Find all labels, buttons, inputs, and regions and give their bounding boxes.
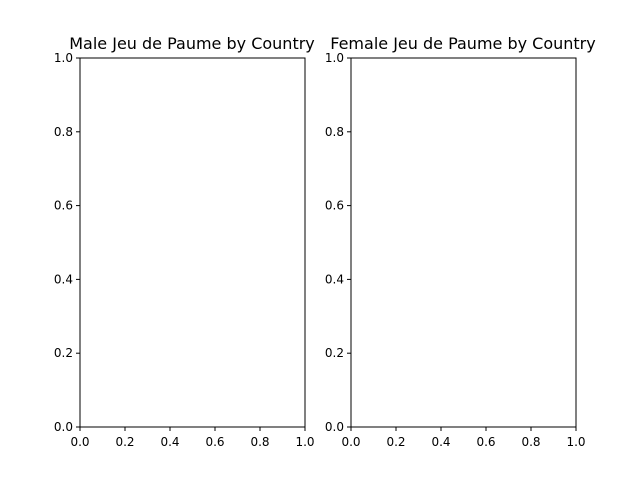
male-chart-x-tick-label: 0.4 [160,435,179,449]
female-chart-y-tick-label: 0.0 [325,420,344,434]
male-chart-x-tick-label: 0.6 [205,435,224,449]
male-chart-x-tick-label: 0.2 [115,435,134,449]
female-chart-x-tick-label: 0.4 [431,435,450,449]
male-chart-y-tick-label: 1.0 [54,51,73,65]
male-chart-y-tick-label: 0.4 [54,272,73,286]
female-chart-plot-area [350,57,577,428]
female-chart-x-tick-label: 0.0 [341,435,360,449]
male-chart-x-tick-label: 0.0 [70,435,89,449]
female-chart-x-tick-label: 0.8 [521,435,540,449]
female-chart-y-tick-label: 1.0 [325,51,344,65]
female-chart-panel: Female Jeu de Paume by Country 0.0 0.2 0.4… [325,34,596,449]
male-chart-panel: Male Jeu de Paume by Country 0.0 0.2 0.4 0.… [54,34,315,449]
female-chart-y-tick-label: 0.4 [325,272,344,286]
female-chart-x-tick-label: 1.0 [566,435,585,449]
female-chart-x-tick-label: 0.6 [476,435,495,449]
male-chart-title: Male Jeu de Paume by Country [69,34,315,53]
male-chart-x-tick-label: 1.0 [295,435,314,449]
male-chart-y-tick-label: 0.8 [54,125,73,139]
male-chart-x-axis: 0.0 0.2 0.4 0.6 0.8 1.0 [70,427,315,449]
female-chart-y-tick-label: 0.8 [325,125,344,139]
female-chart-x-tick-label: 0.2 [386,435,405,449]
female-chart-y-tick-label: 0.6 [325,199,344,213]
male-chart-y-tick-label: 0.2 [54,346,73,360]
female-chart-title: Female Jeu de Paume by Country [330,34,595,53]
male-chart-x-tick-label: 0.8 [250,435,269,449]
male-chart-plot-area [79,57,306,428]
female-chart-y-axis: 0.0 0.2 0.4 0.6 0.8 1.0 [325,51,351,434]
male-chart-y-tick-label: 0.6 [54,199,73,213]
female-chart-y-tick-label: 0.2 [325,346,344,360]
male-chart-y-axis: 0.0 0.2 0.4 0.6 0.8 1.0 [54,51,80,434]
female-chart-x-axis: 0.0 0.2 0.4 0.6 0.8 1.0 [341,427,586,449]
male-chart-y-tick-label: 0.0 [54,420,73,434]
